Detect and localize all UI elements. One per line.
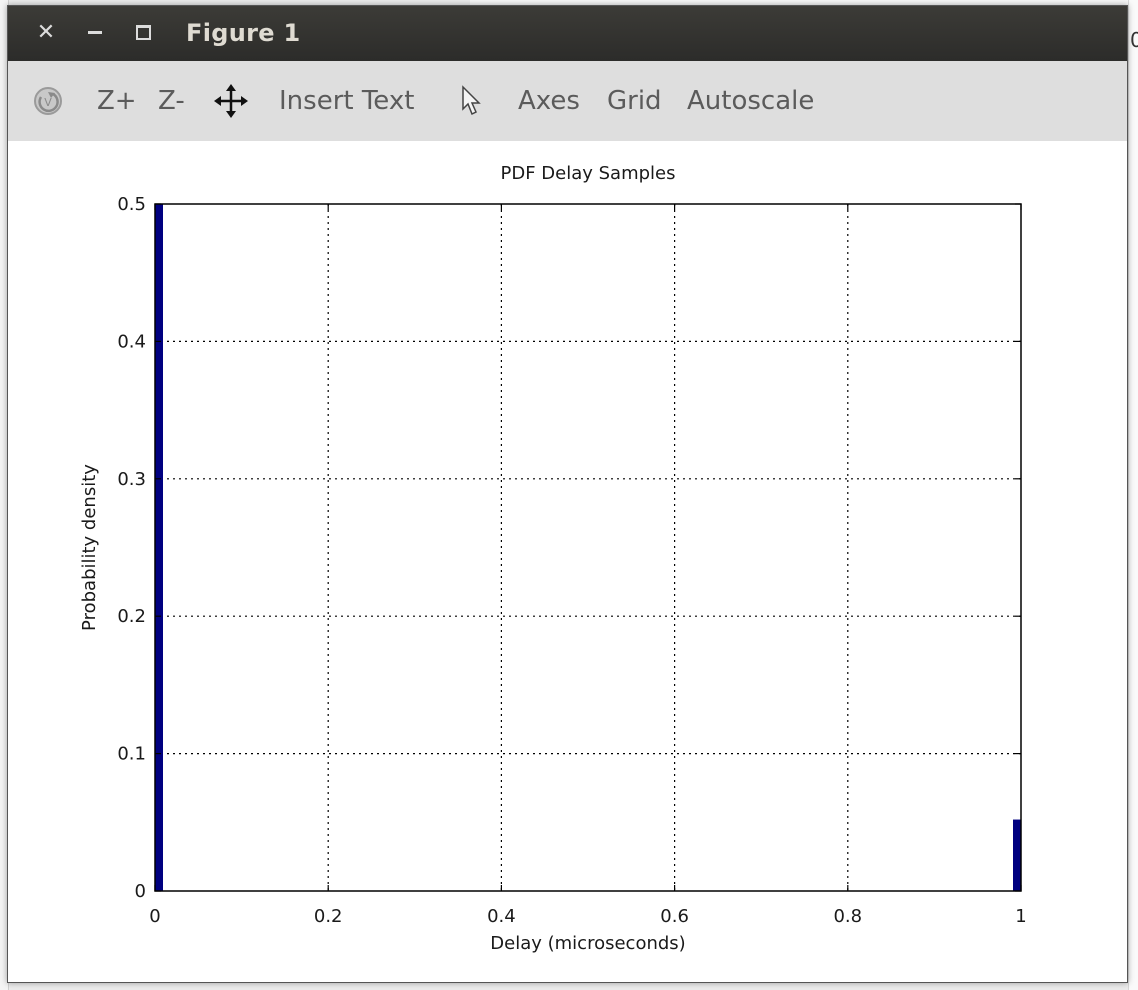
background-app-top [470, 0, 1138, 6]
y-tick-label: 0.4 [117, 331, 146, 352]
figure-window: ✕ Figure 1 V Z+ Z- [7, 5, 1128, 983]
x-tick-label: 1 [1015, 906, 1026, 927]
histogram-bar [1013, 819, 1021, 891]
bars [155, 204, 1021, 891]
x-tick-labels: 0 0.2 0.4 0.6 0.8 1 [149, 906, 1026, 927]
tick-marks [154, 203, 1022, 892]
x-tick-label: 0.6 [660, 906, 689, 927]
x-tick-label: 0.8 [833, 906, 862, 927]
pointer-arrow-icon [462, 85, 481, 116]
pan-move-icon [214, 84, 248, 118]
y-tick-label: 0.1 [117, 744, 146, 765]
rotate-button[interactable]: V [30, 83, 66, 119]
chart-title: PDF Delay Samples [501, 163, 676, 184]
plot-canvas[interactable]: PDF Delay Samples Delay (microseconds) P… [8, 141, 1127, 982]
y-tick-label: 0.5 [117, 194, 146, 215]
title-bar[interactable]: ✕ Figure 1 [8, 6, 1127, 61]
grid-button[interactable]: Grid [607, 86, 662, 116]
zoom-in-button[interactable]: Z+ [97, 86, 137, 116]
minimize-icon [88, 30, 102, 34]
x-tick-label: 0.4 [487, 906, 516, 927]
x-axis-label: Delay (microseconds) [490, 933, 685, 954]
close-button[interactable]: ✕ [32, 18, 60, 46]
plot-toolbar: V Z+ Z- Insert Text Axes Grid Autoscale [8, 61, 1127, 142]
insert-text-button[interactable]: Insert Text [279, 86, 415, 116]
histogram-bar [155, 204, 163, 891]
y-axis-label: Probability density [79, 464, 100, 631]
y-tick-label: 0 [135, 881, 146, 902]
y-tick-label: 0.2 [117, 606, 146, 627]
rotate-icon: V [34, 87, 62, 115]
window-title: Figure 1 [186, 19, 301, 47]
background-app-right [1128, 0, 1138, 990]
minimize-button[interactable] [81, 18, 109, 46]
axes-frame [154, 203, 1022, 892]
background-text: 0 [1130, 28, 1138, 52]
select-button[interactable] [454, 83, 490, 119]
y-tick-label: 0.3 [117, 469, 146, 490]
histogram-chart: PDF Delay Samples Delay (microseconds) P… [79, 163, 1027, 954]
autoscale-button[interactable]: Autoscale [687, 86, 815, 116]
pan-button[interactable] [213, 83, 249, 119]
x-tick-label: 0 [149, 906, 160, 927]
svg-text:V: V [44, 96, 52, 109]
grid-lines [155, 204, 1021, 891]
maximize-icon [135, 24, 151, 40]
close-icon: ✕ [36, 19, 56, 45]
axes-button[interactable]: Axes [518, 86, 580, 116]
maximize-button[interactable] [129, 18, 157, 46]
zoom-out-button[interactable]: Z- [158, 86, 185, 116]
y-tick-labels: 0 0.1 0.2 0.3 0.4 0.5 [117, 194, 146, 902]
x-tick-label: 0.2 [314, 906, 343, 927]
